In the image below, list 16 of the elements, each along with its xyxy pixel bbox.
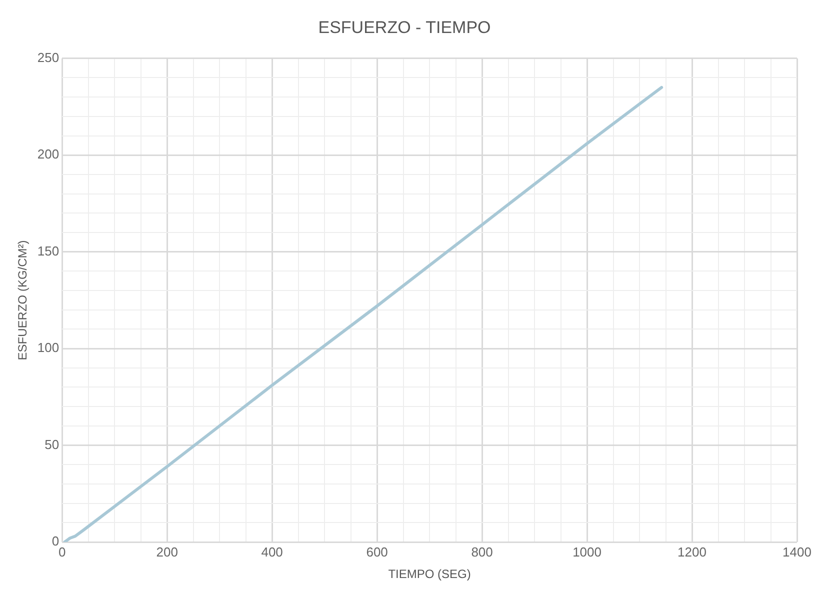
x-tick-label: 1200 (678, 544, 706, 560)
y-axis-title: ESFUERZO (KG/CM²) (16, 240, 30, 360)
x-tick-label: 1000 (572, 544, 602, 560)
x-tick-label: 400 (261, 544, 283, 560)
x-axis-title: TIEMPO (SEG) (388, 567, 471, 582)
y-tick-label: 100 (37, 340, 60, 356)
x-tick-label: 600 (366, 544, 388, 560)
y-tick-label: 250 (37, 50, 60, 65)
y-tick-label: 0 (52, 534, 60, 549)
x-tick-label: 1400 (782, 544, 812, 560)
y-tick-label: 150 (37, 243, 60, 258)
x-tick-label: 800 (471, 544, 493, 560)
chart-title: ESFUERZO - TIEMPO (318, 18, 491, 37)
x-tick-label: 200 (156, 544, 178, 560)
y-tick-label: 200 (37, 146, 60, 162)
y-tick-label: 50 (44, 436, 60, 452)
